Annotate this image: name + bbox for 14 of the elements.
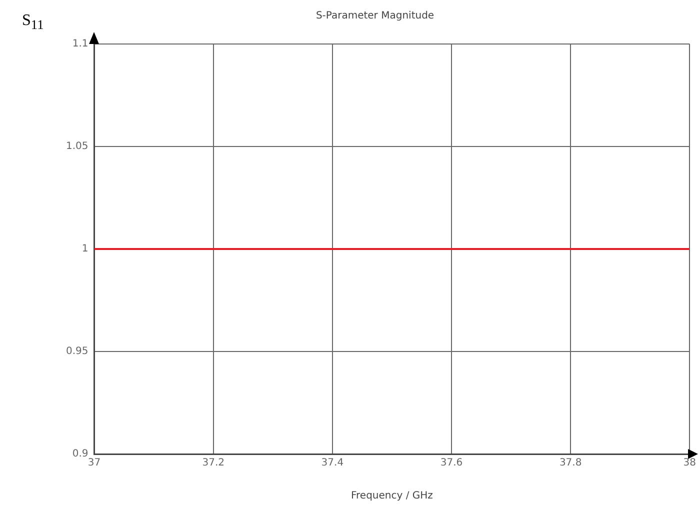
y-tick-label: 0.95 bbox=[66, 346, 88, 358]
chart-title: S-Parameter Magnitude bbox=[316, 10, 434, 22]
y-tick-label: 1.05 bbox=[66, 141, 88, 152]
y-axis-title: S$_{11}$ bbox=[22, 12, 44, 34]
y-tick-label: 1.1 bbox=[72, 38, 88, 50]
x-tick-label: 37 bbox=[88, 458, 101, 469]
y-tick-label: 1 bbox=[82, 244, 88, 255]
x-tick-label: 37.2 bbox=[202, 458, 224, 469]
x-tick-label: 38 bbox=[683, 458, 696, 469]
y-tick-label: 0.9 bbox=[72, 448, 88, 460]
x-tick-label: 37.4 bbox=[321, 458, 344, 469]
x-tick-label: 37.6 bbox=[440, 458, 463, 469]
x-axis-title: Frequency / GHz bbox=[351, 490, 433, 502]
x-tick-label: 37.8 bbox=[559, 458, 582, 469]
